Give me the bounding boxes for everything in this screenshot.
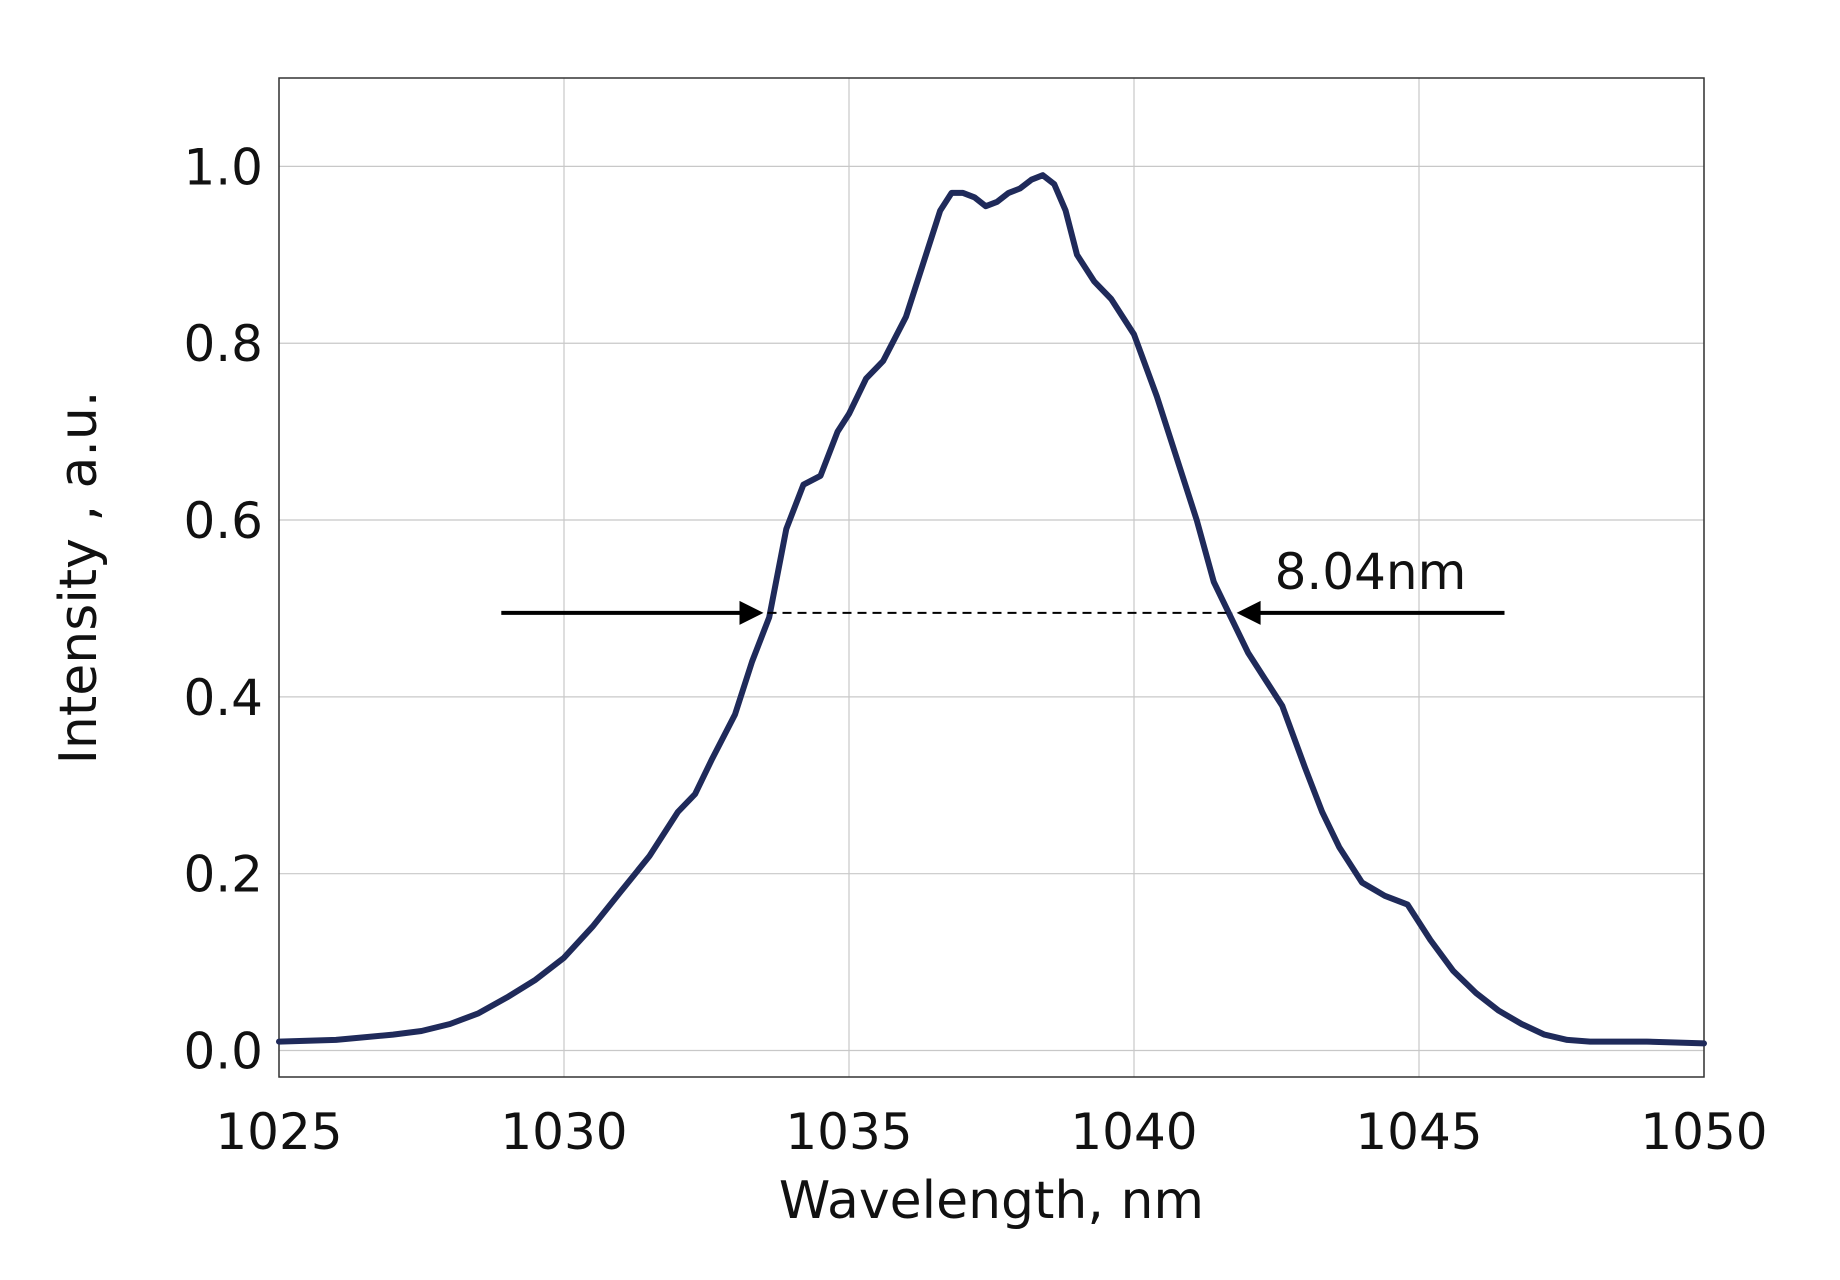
x-axis-title: Wavelength, nm (779, 1171, 1204, 1231)
right-arrowhead (1236, 600, 1261, 625)
spectrum-line (276, 172, 1707, 1047)
y-tick-label: 1.0 (183, 138, 263, 196)
series-layer (276, 172, 1707, 1047)
y-tick-label: 0.8 (183, 315, 263, 373)
x-tick-label: 1045 (1355, 1103, 1482, 1161)
y-tick-label: 0.4 (183, 669, 263, 727)
x-tick-label: 1050 (1640, 1103, 1767, 1161)
x-tick-label: 1035 (785, 1103, 912, 1161)
y-tick-labels: 0.0 0.2 0.4 0.6 0.8 1.0 (183, 138, 263, 1080)
fwhm-label: 8.04nm (1275, 543, 1467, 601)
x-tick-labels: 1025 1030 1035 1040 1045 1050 (215, 1103, 1767, 1161)
y-tick-label: 0.0 (183, 1022, 263, 1080)
y-axis-title: Intensity , a.u. (49, 391, 109, 765)
y-tick-label: 0.6 (183, 492, 263, 550)
left-arrowhead (739, 600, 764, 625)
x-tick-label: 1040 (1070, 1103, 1197, 1161)
y-tick-label: 0.2 (183, 846, 263, 904)
plot-area-frame (278, 77, 1705, 1078)
fwhm-annotation: 8.04nm (501, 543, 1505, 625)
grid-lines (278, 78, 1705, 1077)
x-tick-label: 1025 (215, 1103, 342, 1161)
x-tick-label: 1030 (500, 1103, 627, 1161)
